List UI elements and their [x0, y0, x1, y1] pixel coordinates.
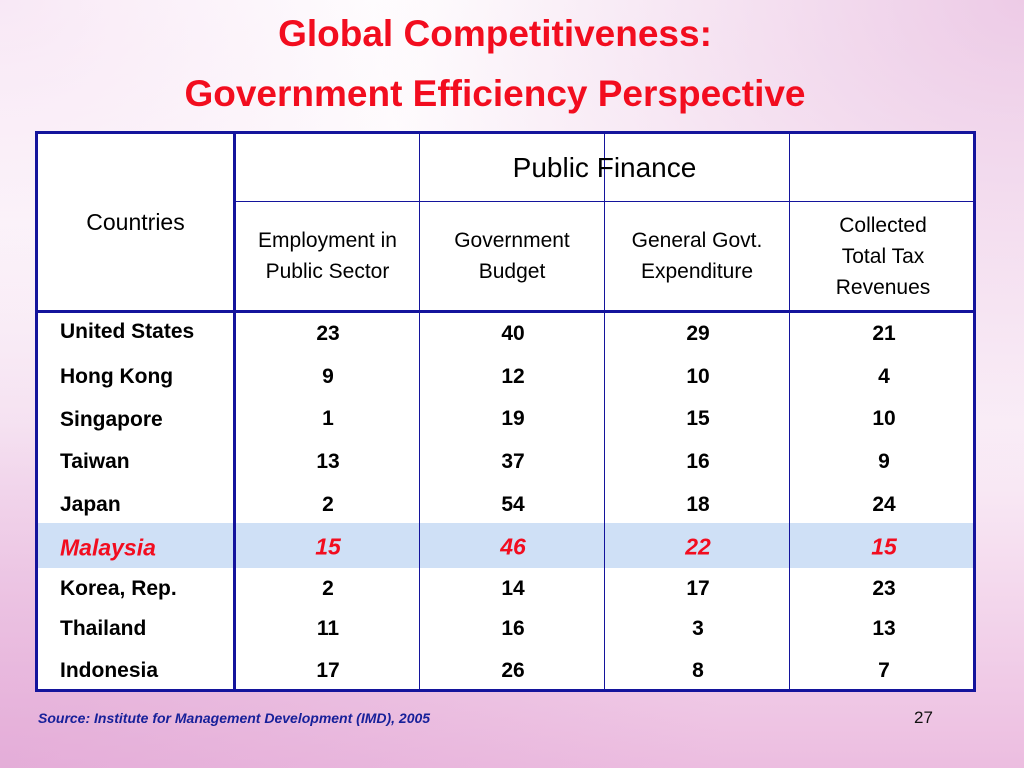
table-cell-value: 11: [316, 617, 340, 640]
table-divider: [38, 310, 973, 313]
table-cell-value: 14: [501, 577, 525, 600]
public-finance-header: Public Finance: [512, 151, 697, 183]
highlighted-row-background: [38, 523, 973, 568]
page-number: 27: [914, 708, 933, 727]
table-cell-value: 3: [692, 617, 704, 640]
row-label-country: Japan: [60, 493, 121, 516]
table-divider: [233, 134, 236, 689]
slide-title-line-2: Government Efficiency Perspective: [184, 73, 806, 114]
table-cell-value: 40: [501, 322, 525, 345]
source-note: Source: Institute for Management Develop…: [38, 710, 431, 726]
table-cell-value: 7: [878, 659, 890, 682]
table-cell-value: 19: [501, 407, 525, 430]
table-cell-value: 29: [686, 322, 710, 345]
table-cell-value: 21: [872, 322, 896, 345]
table-cell-value: 8: [692, 659, 704, 682]
table-cell-value: 4: [878, 365, 890, 388]
table-cell-value: 13: [872, 617, 896, 640]
table-cell-value: 17: [316, 659, 340, 682]
column-header-employment: Employment in Public Sector: [258, 229, 397, 283]
table-cell-value: 26: [501, 659, 525, 682]
table-cell-value: 9: [322, 365, 334, 388]
row-label-country: Malaysia: [60, 534, 156, 561]
table-cell-value: 12: [501, 365, 525, 388]
table-cell-value: 10: [872, 407, 896, 430]
table-cell-value: 54: [501, 493, 525, 516]
row-label-country: Indonesia: [60, 659, 159, 682]
table-cell-value: 15: [315, 533, 341, 560]
table-cell-value: 46: [500, 533, 526, 560]
table-cell-value: 16: [501, 617, 525, 640]
slide-title-line-1: Global Competitiveness:: [278, 13, 712, 54]
table-divider: [789, 134, 790, 689]
table-cell-value: 1: [322, 407, 334, 430]
column-header-government-budget: Government Budget: [454, 229, 570, 283]
table-cell-value: 10: [686, 365, 710, 388]
countries-header: Countries: [86, 208, 185, 235]
table-cell-value: 15: [871, 533, 897, 560]
table-cell-value: 24: [872, 493, 896, 516]
row-label-country: Hong Kong: [60, 365, 174, 388]
column-header-general-govt-expenditure: General Govt. Expenditure: [631, 229, 763, 283]
table-divider: [419, 134, 420, 689]
row-label-country: Taiwan: [60, 450, 130, 473]
table-cell-value: 16: [686, 450, 710, 473]
table-divider: [236, 201, 973, 202]
public-finance-table: Countries Public Finance Employment in P…: [35, 131, 976, 692]
table-cell-value: 22: [685, 533, 711, 560]
row-label-country: Singapore: [60, 408, 163, 431]
table-cell-value: 2: [322, 493, 334, 516]
row-label-country: Korea, Rep.: [60, 577, 177, 600]
table-cell-value: 37: [501, 450, 525, 473]
table-cell-value: 9: [878, 450, 890, 473]
table-cell-value: 23: [316, 322, 340, 345]
row-label-country: Thailand: [60, 617, 147, 640]
table-cell-value: 18: [686, 493, 710, 516]
row-label-country: United States: [60, 320, 195, 343]
table-cell-value: 15: [686, 407, 710, 430]
column-header-collected-tax-revenues: Collected Total Tax Revenues: [835, 213, 931, 299]
table-cell-value: 2: [322, 577, 334, 600]
table-divider: [604, 134, 605, 689]
table-cell-value: 17: [686, 577, 710, 600]
table-cell-value: 13: [316, 450, 340, 473]
table-cell-value: 23: [872, 577, 896, 600]
